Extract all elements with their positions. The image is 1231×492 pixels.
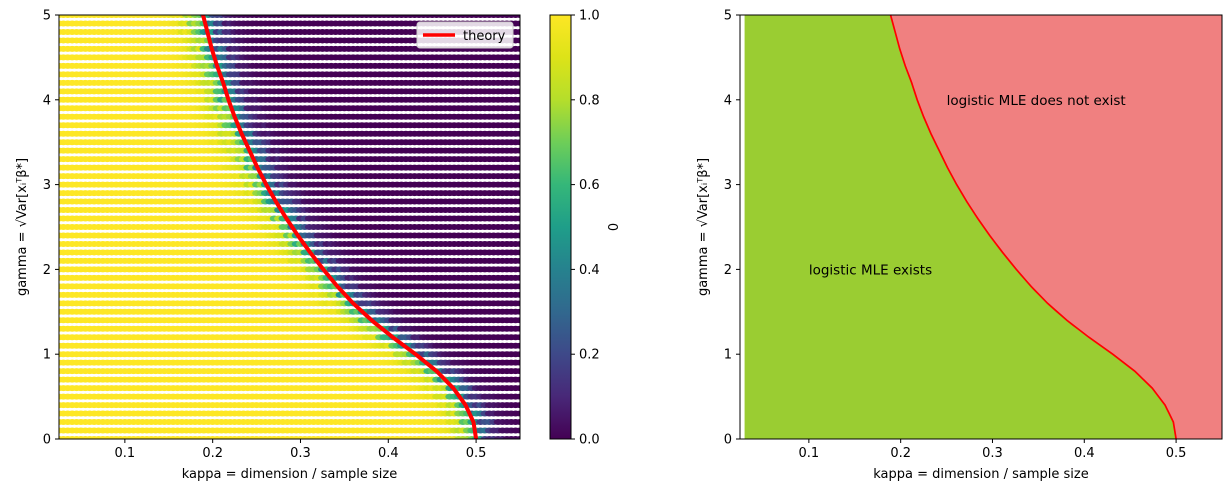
scatter-point	[515, 283, 520, 290]
scatter-point	[515, 291, 520, 298]
scatter-point	[515, 342, 520, 349]
scatter-point	[515, 257, 520, 264]
scatter-point	[515, 300, 520, 307]
scatter-point	[515, 359, 520, 366]
left-scatter-points	[59, 15, 520, 439]
scatter-point	[515, 385, 520, 392]
scatter-point	[515, 427, 520, 434]
scatter-point	[515, 325, 520, 332]
scatter-point	[515, 308, 520, 315]
scatter-point	[515, 317, 520, 324]
scatter-point	[515, 351, 520, 358]
scatter-point	[515, 334, 520, 341]
scatter-point	[515, 436, 520, 439]
scatter-point	[515, 376, 520, 383]
scatter-point	[515, 368, 520, 375]
scatter-point	[515, 402, 520, 409]
scatter-point	[515, 393, 520, 400]
scatter-point	[515, 240, 520, 247]
scatter-point	[515, 266, 520, 273]
scatter-point	[515, 249, 520, 256]
scatter-point	[515, 274, 520, 281]
scatter-point	[515, 419, 520, 426]
scatter-point	[515, 410, 520, 417]
